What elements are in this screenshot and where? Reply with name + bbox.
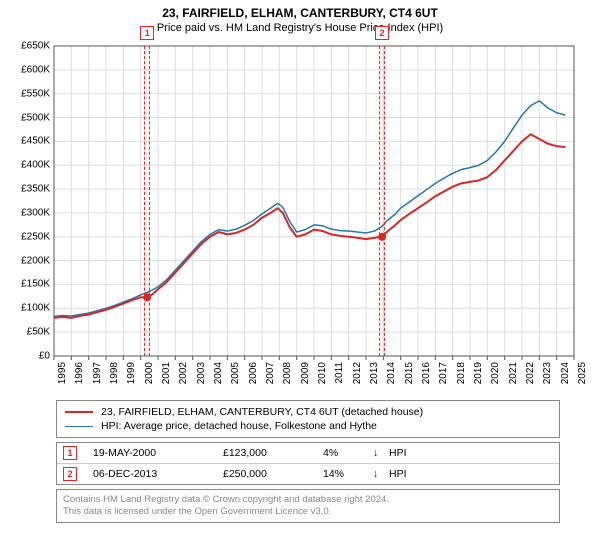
legend-swatch [65,426,93,427]
sale-date: 06-DEC-2013 [93,468,223,480]
sale-marker-box: 1 [140,26,154,40]
sale-pct: 14% [323,468,373,480]
sale-date: 19-MAY-2000 [93,447,223,459]
x-tick-label: 2015 [404,362,415,392]
x-tick-label: 2019 [473,362,484,392]
y-tick-label: £600K [10,64,50,75]
sale-index-box: 1 [63,446,77,460]
y-tick-label: £150K [10,279,50,290]
sale-price: £123,000 [223,447,323,459]
y-tick-label: £100K [10,303,50,314]
x-tick-label: 2020 [490,362,501,392]
chart-area: 12 £0 £50K £100K £150K £200K £250K £300K £350K £… [10,38,590,398]
chart-subtitle: Price paid vs. HM Land Registry's House … [0,20,600,38]
y-tick-label: £0 [10,351,50,362]
sale-relative-label: HPI [389,468,429,480]
legend-label: HPI: Average price, detached house, Folk… [101,420,377,432]
x-tick-label: 2013 [369,362,380,392]
y-tick-label: £650K [10,41,50,52]
y-tick-label: £50K [10,327,50,338]
legend: 23, FAIRFIELD, ELHAM, CANTERBURY, CT4 6U… [56,400,560,438]
x-tick-label: 2005 [230,362,241,392]
x-tick-label: 2023 [542,362,553,392]
x-tick-label: 2025 [577,362,588,392]
sales-row: 2 06-DEC-2013£250,00014%↓HPI [57,463,559,484]
x-tick-label: 2000 [144,362,155,392]
down-arrow-icon: ↓ [373,447,389,459]
y-tick-label: £300K [10,207,50,218]
x-tick-label: 2022 [525,362,536,392]
y-tick-label: £200K [10,255,50,266]
sale-band [379,46,385,356]
chart-title: 23, FAIRFIELD, ELHAM, CANTERBURY, CT4 6U… [0,0,600,20]
x-tick-label: 1997 [92,362,103,392]
x-tick-label: 2003 [196,362,207,392]
sale-index-box: 2 [63,467,77,481]
legend-label: 23, FAIRFIELD, ELHAM, CANTERBURY, CT4 6U… [101,406,423,418]
x-tick-label: 2024 [560,362,571,392]
plot-region: 12 [54,46,574,356]
attribution: Contains HM Land Registry data © Crown c… [56,489,560,523]
y-tick-label: £400K [10,160,50,171]
legend-row: 23, FAIRFIELD, ELHAM, CANTERBURY, CT4 6U… [65,405,551,419]
sale-price: £250,000 [223,468,323,480]
legend-swatch [65,411,93,413]
sale-band [144,46,150,356]
x-tick-label: 2008 [282,362,293,392]
sale-marker-box: 2 [375,26,389,40]
x-tick-label: 2010 [317,362,328,392]
x-tick-label: 1995 [57,362,68,392]
x-tick-label: 2007 [265,362,276,392]
x-tick-label: 2012 [352,362,363,392]
sales-row: 1 19-MAY-2000£123,0004%↓HPI [57,443,559,463]
sales-table: 1 19-MAY-2000£123,0004%↓HPI 2 06-DEC-2013£2… [56,442,560,485]
x-tick-label: 1999 [126,362,137,392]
x-tick-label: 2002 [178,362,189,392]
x-tick-label: 2018 [456,362,467,392]
chart-svg [54,46,574,356]
attribution-line-1: Contains HM Land Registry data © Crown c… [63,494,553,506]
x-tick-label: 2006 [248,362,259,392]
y-tick-label: £350K [10,184,50,195]
x-tick-label: 2009 [300,362,311,392]
x-tick-label: 2014 [386,362,397,392]
y-tick-label: £250K [10,231,50,242]
x-tick-label: 2017 [438,362,449,392]
legend-row: HPI: Average price, detached house, Folk… [65,419,551,433]
x-tick-label: 2021 [508,362,519,392]
y-tick-label: £500K [10,112,50,123]
x-tick-label: 1998 [109,362,120,392]
sale-relative-label: HPI [389,447,429,459]
y-tick-label: £550K [10,88,50,99]
x-tick-label: 2011 [334,362,345,392]
x-tick-label: 1996 [74,362,85,392]
attribution-line-2: This data is licensed under the Open Gov… [63,506,553,518]
x-tick-label: 2004 [213,362,224,392]
x-tick-label: 2001 [161,362,172,392]
y-tick-label: £450K [10,136,50,147]
down-arrow-icon: ↓ [373,468,389,480]
sale-pct: 4% [323,447,373,459]
x-tick-label: 2016 [421,362,432,392]
